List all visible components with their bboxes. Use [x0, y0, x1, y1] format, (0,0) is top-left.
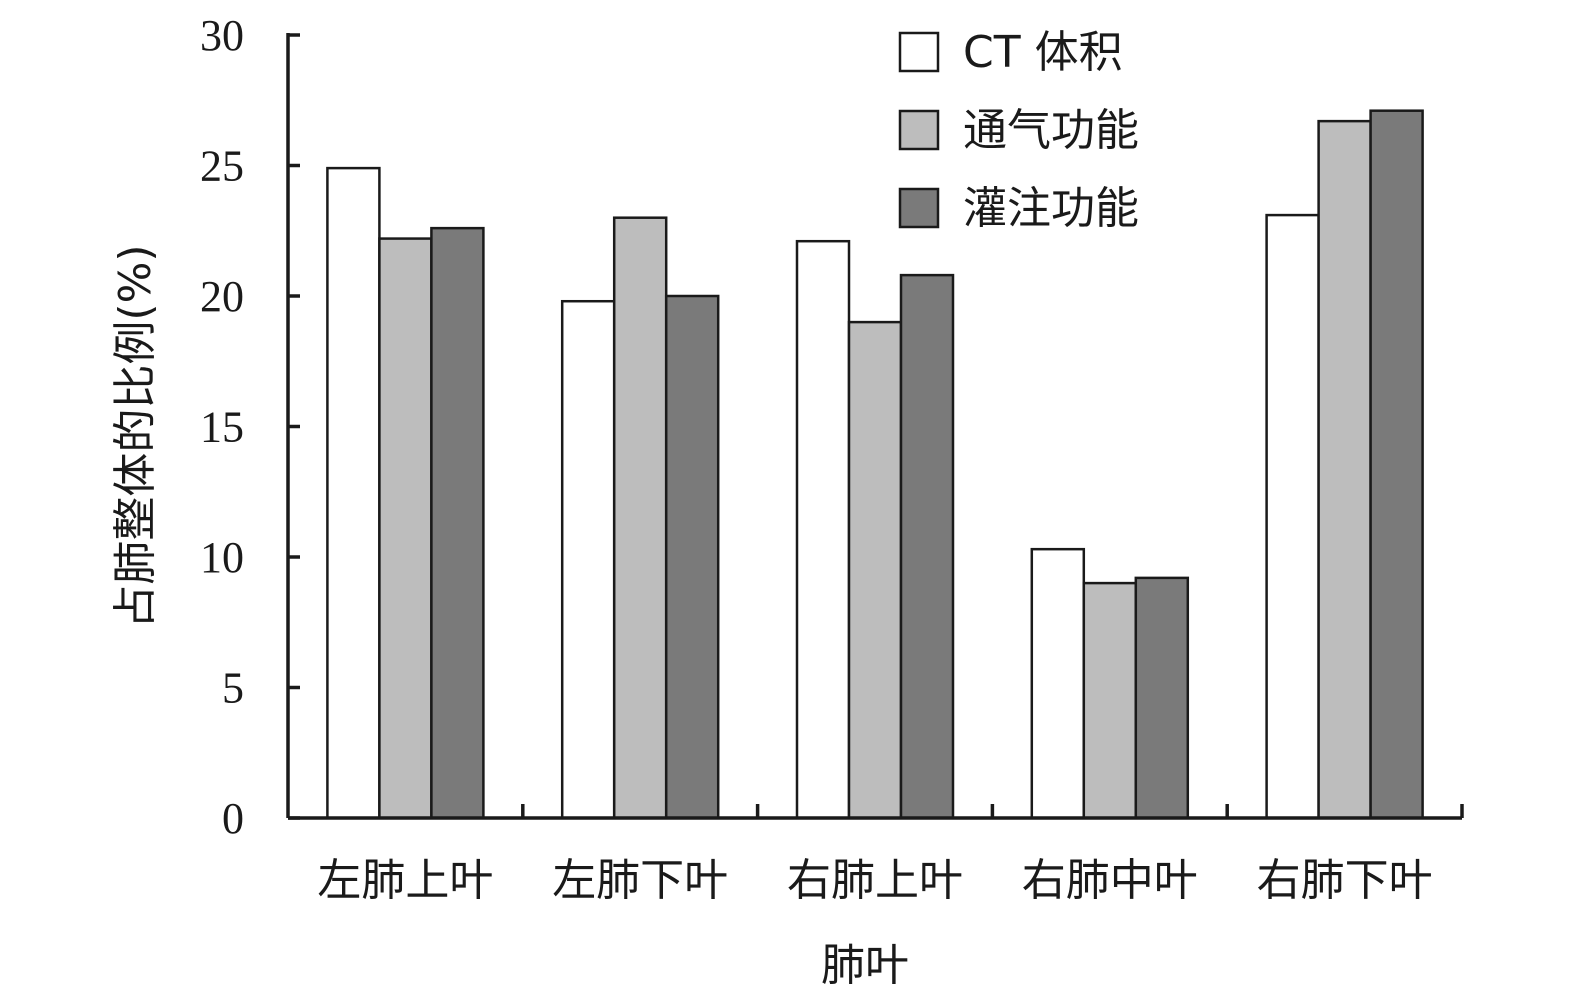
y-tick-label: 10	[200, 533, 244, 582]
bar	[326, 166, 381, 820]
bar	[560, 299, 616, 820]
x-tick-label: 左肺下叶	[552, 855, 728, 906]
bar	[430, 226, 485, 820]
y-tick-label: 20	[200, 272, 244, 321]
bar	[1030, 547, 1086, 820]
y-ticks: 0 5 10 15 20 25 30	[200, 11, 300, 843]
x-tick-label: 右肺中叶	[1022, 855, 1198, 906]
bar	[795, 239, 851, 820]
y-tick-label: 30	[200, 11, 244, 60]
bar	[1317, 119, 1372, 820]
bar	[612, 216, 668, 820]
x-tick-labels: 左肺上叶 左肺下叶 右肺上叶 右肺中叶 右肺下叶	[317, 855, 1432, 906]
x-tick-label: 右肺上叶	[787, 855, 963, 906]
x-axis-title: 肺叶	[821, 940, 909, 991]
legend-label: CT 体积	[963, 27, 1123, 78]
bars-layer	[326, 109, 1424, 820]
legend-label: 灌注功能	[963, 183, 1139, 234]
bar	[664, 294, 720, 820]
y-axis-title: 占肺整体的比例(%)	[110, 244, 161, 628]
x-tick-label: 右肺下叶	[1257, 855, 1433, 906]
y-tick-label: 0	[222, 794, 244, 843]
bar	[899, 273, 955, 820]
bar	[1369, 109, 1424, 820]
bar	[1134, 576, 1190, 820]
y-tick-label: 25	[200, 142, 244, 191]
bar	[1082, 581, 1138, 820]
x-ticks	[521, 804, 1464, 818]
y-tick-label: 15	[200, 403, 244, 452]
bar	[847, 320, 903, 820]
bar	[378, 237, 433, 820]
legend-swatch	[898, 187, 940, 229]
legend-swatch	[898, 31, 940, 73]
bar	[1265, 213, 1320, 820]
x-tick-label: 左肺上叶	[317, 855, 493, 906]
legend-swatch	[898, 109, 940, 151]
legend-label: 通气功能	[963, 105, 1139, 156]
y-tick-label: 5	[222, 664, 244, 713]
